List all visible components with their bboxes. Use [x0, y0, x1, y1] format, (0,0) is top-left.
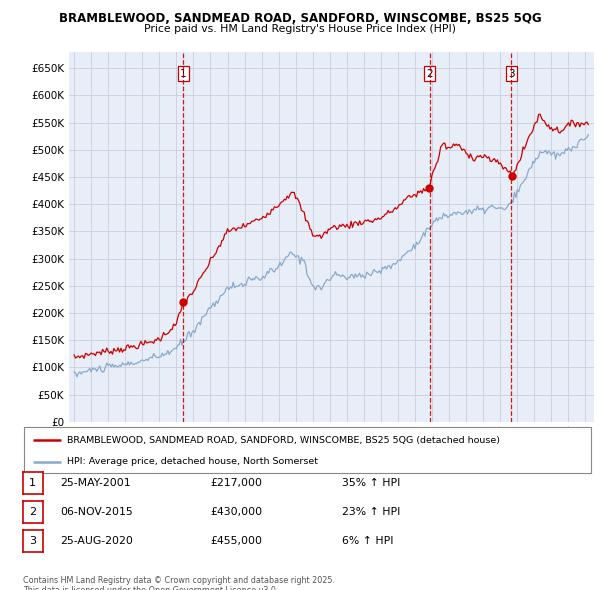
Text: 1: 1 — [180, 68, 187, 78]
Text: BRAMBLEWOOD, SANDMEAD ROAD, SANDFORD, WINSCOMBE, BS25 5QG: BRAMBLEWOOD, SANDMEAD ROAD, SANDFORD, WI… — [59, 12, 541, 25]
Text: 6% ↑ HPI: 6% ↑ HPI — [342, 536, 394, 546]
Text: HPI: Average price, detached house, North Somerset: HPI: Average price, detached house, Nort… — [67, 457, 317, 466]
Text: 3: 3 — [29, 536, 36, 546]
Text: 3: 3 — [508, 68, 515, 78]
Text: 23% ↑ HPI: 23% ↑ HPI — [342, 507, 400, 517]
Text: £217,000: £217,000 — [210, 478, 262, 488]
Text: 25-MAY-2001: 25-MAY-2001 — [60, 478, 131, 488]
Text: 2: 2 — [426, 68, 433, 78]
Text: 06-NOV-2015: 06-NOV-2015 — [60, 507, 133, 517]
Text: 2: 2 — [29, 507, 36, 517]
Text: 35% ↑ HPI: 35% ↑ HPI — [342, 478, 400, 488]
Text: Contains HM Land Registry data © Crown copyright and database right 2025.
This d: Contains HM Land Registry data © Crown c… — [23, 576, 335, 590]
Text: £455,000: £455,000 — [210, 536, 262, 546]
Text: £430,000: £430,000 — [210, 507, 262, 517]
Text: 25-AUG-2020: 25-AUG-2020 — [60, 536, 133, 546]
Text: 1: 1 — [29, 478, 36, 488]
Text: BRAMBLEWOOD, SANDMEAD ROAD, SANDFORD, WINSCOMBE, BS25 5QG (detached house): BRAMBLEWOOD, SANDMEAD ROAD, SANDFORD, WI… — [67, 435, 500, 444]
Text: Price paid vs. HM Land Registry's House Price Index (HPI): Price paid vs. HM Land Registry's House … — [144, 24, 456, 34]
